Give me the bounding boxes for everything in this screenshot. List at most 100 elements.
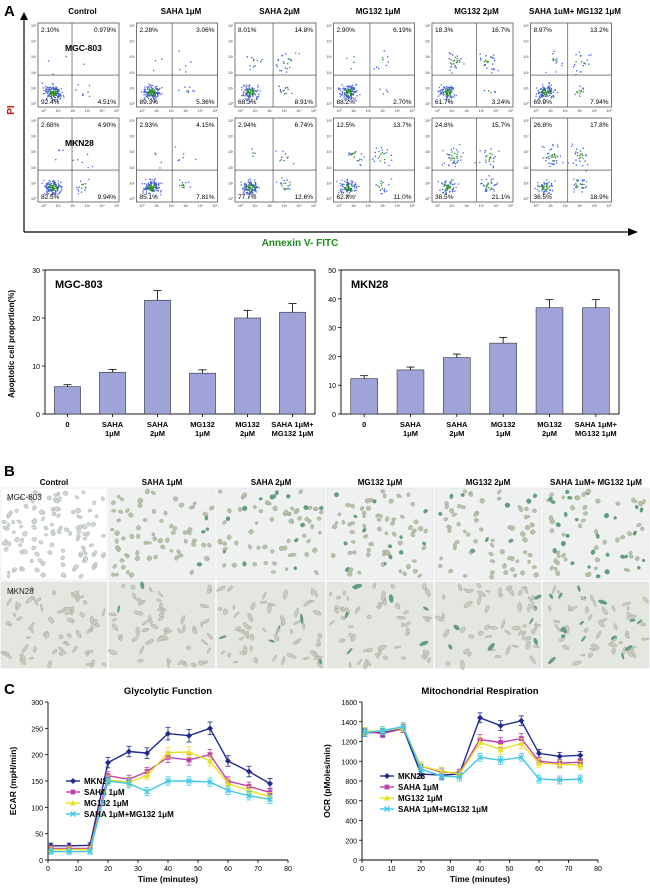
cell bbox=[280, 615, 286, 625]
cell bbox=[295, 508, 300, 512]
flow-event-dot bbox=[53, 95, 55, 97]
flow-event-dot bbox=[151, 190, 153, 192]
flow-event-dot bbox=[60, 95, 62, 97]
cell bbox=[532, 493, 538, 498]
cell bbox=[284, 509, 289, 515]
flow-event-dot bbox=[51, 87, 54, 89]
flow-event-dot bbox=[382, 182, 384, 184]
cell bbox=[402, 571, 407, 576]
flow-event-dot bbox=[543, 182, 545, 184]
x-tick-label: 50 bbox=[194, 866, 202, 873]
flow-event-dot bbox=[541, 95, 543, 98]
flow-event-dot bbox=[351, 93, 354, 96]
cell bbox=[317, 638, 321, 646]
flow-event-dot bbox=[57, 183, 60, 185]
flow-event-dot bbox=[447, 95, 449, 97]
flow-event-dot bbox=[151, 91, 153, 93]
flow-event-dot bbox=[253, 60, 255, 62]
flow-event-dot bbox=[161, 58, 163, 60]
flow-event-dot bbox=[576, 180, 579, 182]
flow-x-tick: 10⁰ bbox=[337, 204, 343, 208]
cell bbox=[25, 596, 34, 604]
cell bbox=[574, 517, 579, 522]
flow-event-dot bbox=[343, 183, 345, 185]
flow-event-dot bbox=[243, 85, 245, 87]
cell bbox=[171, 530, 176, 535]
flow-event-dot bbox=[53, 94, 56, 96]
flow-event-dot bbox=[60, 181, 62, 183]
cell bbox=[621, 652, 625, 660]
flow-event-dot bbox=[254, 182, 257, 184]
flow-event-dot bbox=[259, 90, 261, 92]
cell bbox=[43, 525, 49, 531]
flow-event-dot bbox=[252, 94, 254, 96]
marker bbox=[207, 752, 213, 758]
y-tick-label: 400 bbox=[345, 819, 357, 826]
cell bbox=[438, 511, 443, 516]
legend-entry: MKN28 bbox=[380, 772, 426, 781]
flow-event-dot bbox=[52, 181, 55, 183]
flow-event-dot bbox=[346, 178, 348, 181]
cell bbox=[293, 566, 298, 571]
cell bbox=[16, 519, 22, 524]
cell bbox=[132, 592, 137, 600]
flow-event-dot bbox=[552, 160, 554, 162]
cell bbox=[448, 644, 453, 650]
flow-event-dot bbox=[48, 94, 50, 96]
flow-event-dot bbox=[347, 189, 350, 191]
flow-event-dot bbox=[534, 187, 536, 190]
cell bbox=[316, 516, 322, 521]
flow-y-tick: 10¹ bbox=[228, 86, 234, 90]
flow-y-tick: 10⁴ bbox=[228, 135, 234, 139]
flow-event-dot bbox=[491, 56, 493, 58]
cell bbox=[392, 531, 397, 537]
flow-event-dot bbox=[174, 146, 177, 148]
cell bbox=[28, 621, 35, 631]
cell bbox=[508, 538, 514, 543]
cell bbox=[150, 490, 156, 495]
flow-event-dot bbox=[492, 188, 495, 191]
flow-event-dot bbox=[246, 94, 248, 96]
flow-event-dot bbox=[153, 101, 155, 103]
flow-event-dot bbox=[280, 70, 282, 72]
cell bbox=[58, 646, 67, 654]
flow-event-dot bbox=[359, 93, 361, 96]
flow-event-dot bbox=[381, 193, 383, 195]
quadrant-upper-left: 2.28% bbox=[140, 27, 159, 34]
cell bbox=[620, 535, 625, 540]
flow-event-dot bbox=[154, 92, 156, 95]
flow-event-dot bbox=[145, 178, 147, 181]
flow-event-dot bbox=[556, 92, 559, 94]
flow-event-dot bbox=[576, 148, 578, 150]
flow-event-dot bbox=[441, 183, 443, 185]
legend-label: MKN28 bbox=[84, 777, 112, 786]
flow-event-dot bbox=[380, 153, 382, 155]
quadrant-lower-left: 77.7% bbox=[238, 194, 257, 201]
quadrant-lower-right: 8.91% bbox=[295, 99, 314, 106]
cell bbox=[218, 489, 223, 494]
cell bbox=[288, 518, 294, 524]
flow-event-dot bbox=[248, 190, 251, 192]
marker bbox=[126, 780, 132, 787]
flow-event-dot bbox=[351, 86, 353, 88]
x-axis-arrow bbox=[628, 228, 638, 236]
cell bbox=[286, 494, 291, 499]
flow-event-dot bbox=[353, 61, 355, 64]
micrograph bbox=[108, 581, 216, 669]
x-tick-label: 10 bbox=[74, 866, 82, 873]
cell bbox=[135, 550, 140, 556]
micrograph: MGC-803 bbox=[0, 487, 108, 581]
x-tick-label: 40 bbox=[164, 866, 172, 873]
flow-event-dot bbox=[577, 185, 579, 188]
cell bbox=[463, 601, 473, 608]
cell bbox=[348, 661, 352, 669]
flow-event-dot bbox=[245, 84, 247, 87]
cell bbox=[639, 507, 644, 513]
cell bbox=[71, 510, 76, 515]
flow-event-dot bbox=[251, 89, 253, 91]
flow-event-dot bbox=[152, 96, 154, 99]
flow-event-dot bbox=[58, 149, 60, 151]
cell bbox=[623, 567, 628, 572]
flow-event-dot bbox=[496, 182, 498, 184]
flow-event-dot bbox=[578, 51, 580, 53]
